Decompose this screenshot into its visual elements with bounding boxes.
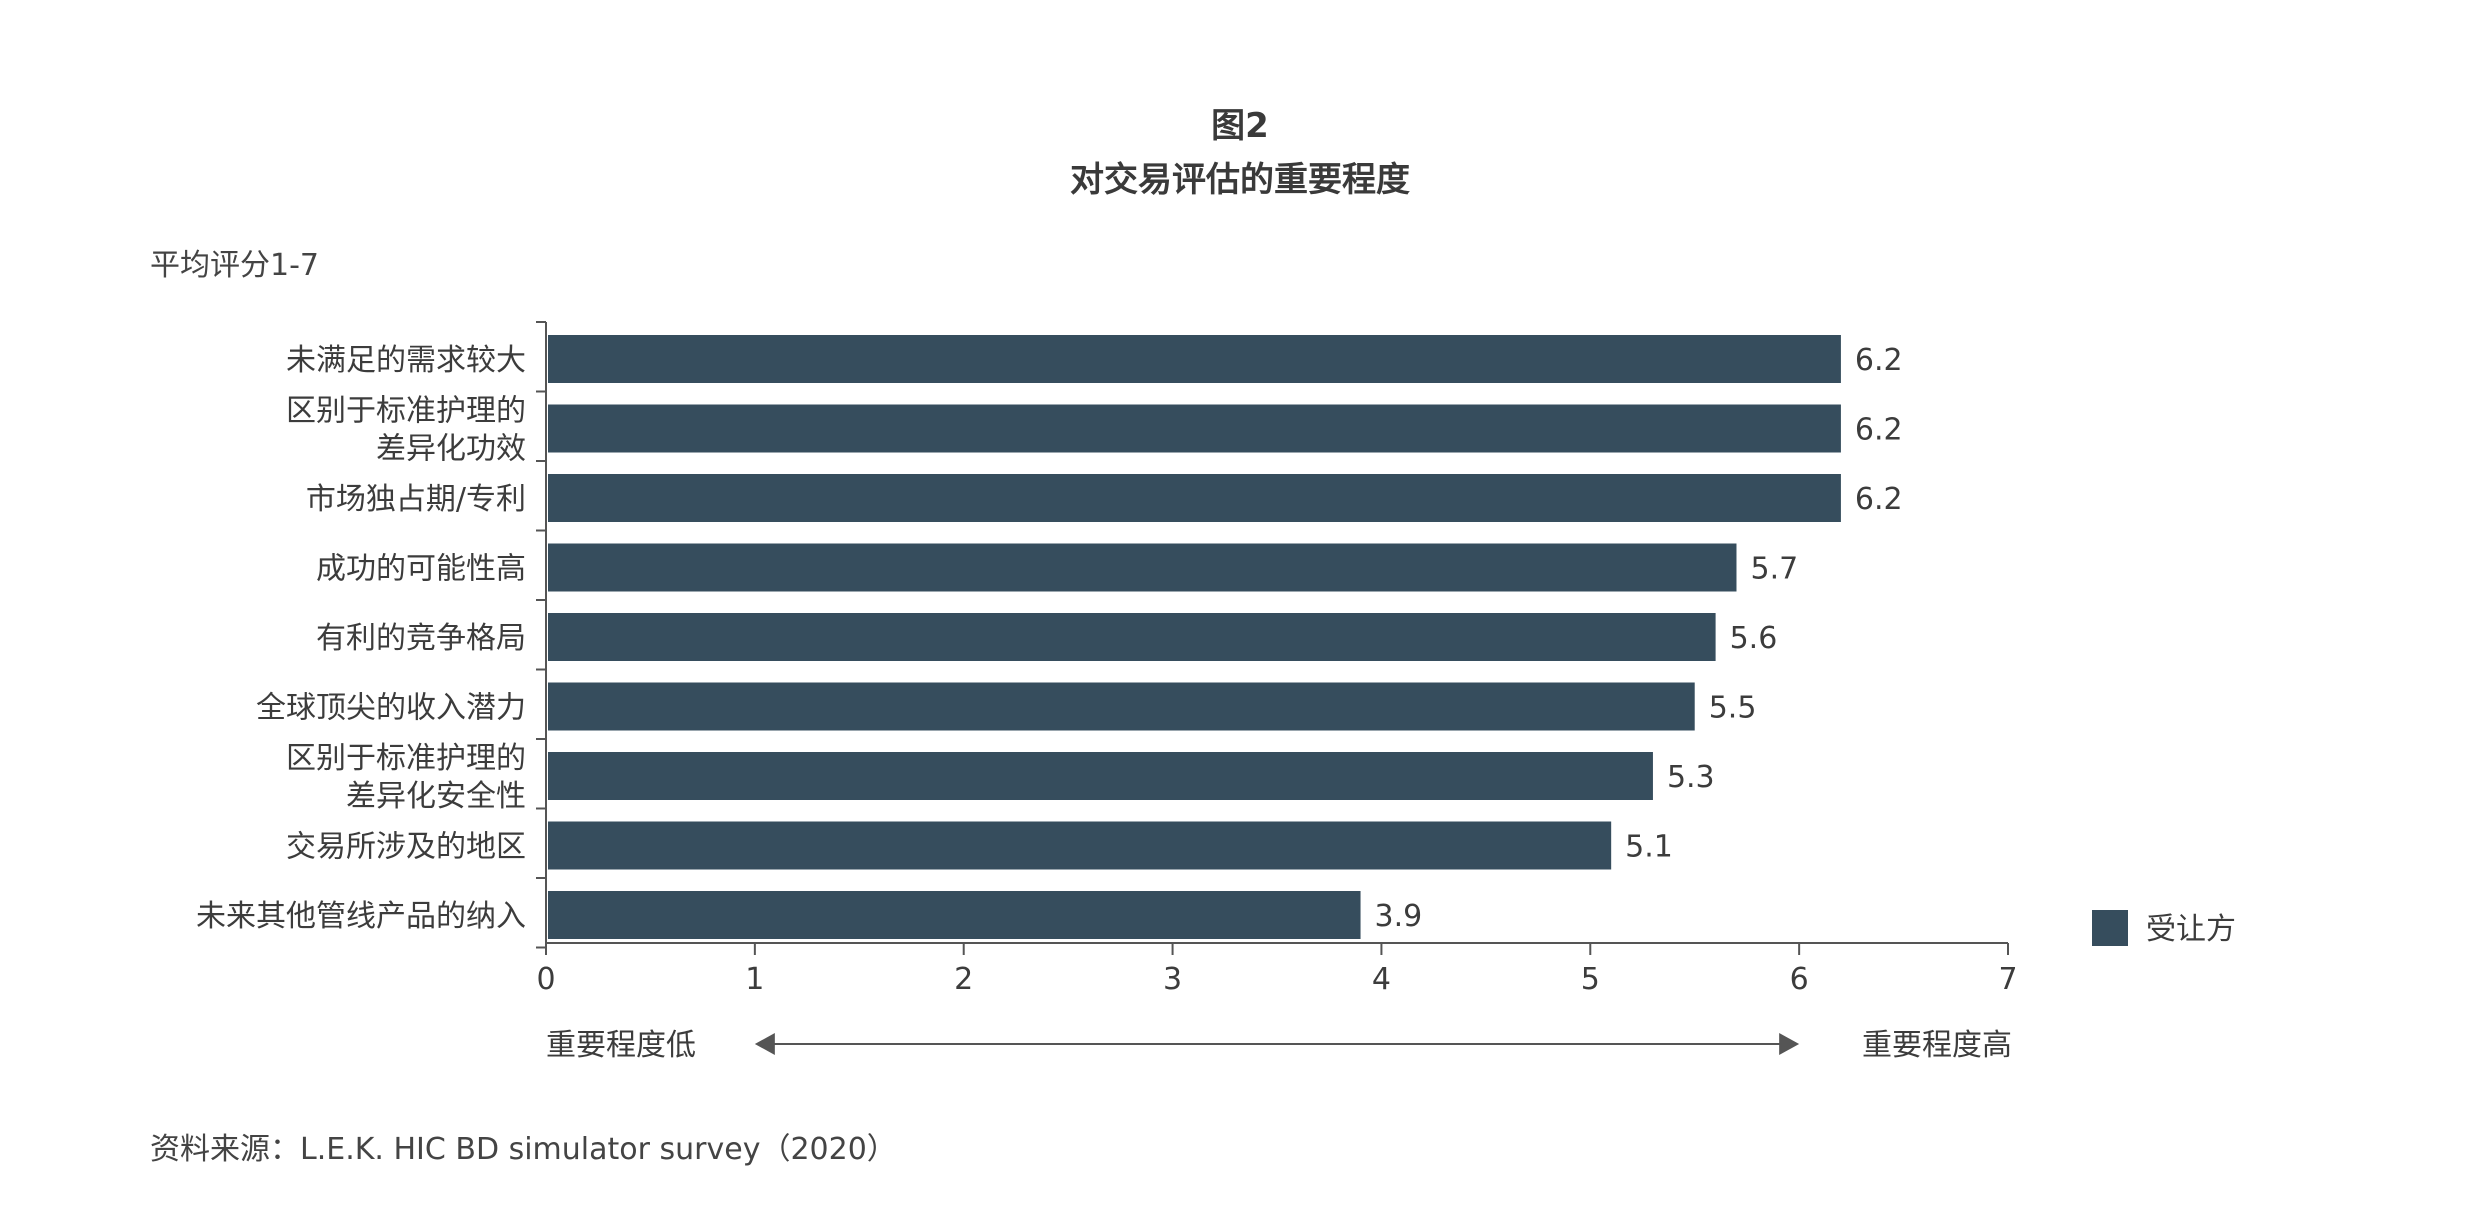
category-label: 有利的竞争格局 (316, 621, 526, 656)
category-label-line: 交易所涉及的地区 (286, 830, 526, 865)
legend-label: 受让方 (2146, 912, 2236, 947)
legend: 受让方 (2092, 910, 2236, 947)
category-label: 区别于标准护理的差异化功效 (286, 394, 526, 467)
source-note: 资料来源：L.E.K. HIC BD simulator survey（2020… (150, 1132, 897, 1167)
arrow-head-left (754, 1033, 775, 1055)
value-label: 3.9 (1375, 899, 1423, 934)
value-label: 5.1 (1625, 830, 1673, 865)
value-label: 5.7 (1750, 552, 1798, 587)
bar (548, 891, 1361, 939)
x-tick-label: 4 (1372, 962, 1391, 997)
category-label: 成功的可能性高 (316, 552, 526, 587)
bar (548, 821, 1612, 870)
x-tick-label: 1 (745, 962, 764, 997)
value-label: 5.5 (1709, 691, 1757, 726)
x-tick-label: 2 (954, 962, 973, 997)
x-tick-label: 3 (1163, 962, 1182, 997)
x-tick-label: 7 (1998, 962, 2017, 997)
value-label: 6.2 (1855, 343, 1903, 378)
category-label: 市场独占期/专利 (306, 482, 526, 517)
category-label-line: 未来其他管线产品的纳入 (196, 899, 526, 934)
category-label-line: 区别于标准护理的 (286, 394, 526, 429)
bar (548, 613, 1716, 661)
legend-swatch (2092, 910, 2128, 946)
y-unit-label: 平均评分1-7 (150, 248, 319, 283)
value-label: 5.6 (1730, 621, 1778, 656)
category-label-line: 区别于标准护理的 (286, 741, 526, 776)
importance-high-label: 重要程度高 (1862, 1028, 2012, 1063)
category-label: 区别于标准护理的差异化安全性 (286, 741, 526, 814)
category-label-line: 市场独占期/专利 (306, 482, 526, 517)
x-tick-label: 0 (536, 962, 555, 997)
category-label-line: 未满足的需求较大 (286, 343, 526, 378)
category-label: 未满足的需求较大 (286, 343, 526, 378)
category-label-line: 有利的竞争格局 (316, 621, 526, 656)
bar (548, 404, 1841, 453)
value-label: 5.3 (1667, 760, 1715, 795)
bar (548, 335, 1841, 383)
value-label: 6.2 (1855, 413, 1903, 448)
arrow-head-right (1779, 1033, 1800, 1055)
x-tick-label: 6 (1790, 962, 1809, 997)
importance-arrow: 重要程度低 重要程度高 (546, 1028, 2012, 1063)
bar (548, 752, 1653, 800)
value-labels: 6.2 6.2 6.2 5.7 5.6 5.5 5.3 5.1 3.9 (1375, 343, 1903, 934)
category-label: 全球顶尖的收入潜力 (256, 691, 526, 726)
category-label: 交易所涉及的地区 (286, 830, 526, 865)
category-label-line: 全球顶尖的收入潜力 (256, 691, 526, 726)
category-label-line: 差异化安全性 (346, 779, 526, 814)
chart-axes (536, 321, 2009, 955)
category-label-line: 差异化功效 (376, 432, 526, 467)
category-labels: 未满足的需求较大区别于标准护理的差异化功效市场独占期/专利成功的可能性高有利的竞… (196, 343, 526, 934)
bars-group (548, 335, 1841, 939)
bar (548, 474, 1841, 522)
x-tick-label: 5 (1581, 962, 1600, 997)
x-tick-labels: 0 1 2 3 4 5 6 7 (536, 962, 2017, 997)
bar (548, 682, 1695, 731)
category-label-line: 成功的可能性高 (316, 552, 526, 587)
chart-title: 对交易评估的重要程度 (1070, 160, 1410, 200)
figure-label: 图2 (1211, 106, 1269, 146)
bar (548, 543, 1737, 592)
importance-low-label: 重要程度低 (546, 1028, 696, 1063)
value-label: 6.2 (1855, 482, 1903, 517)
category-label: 未来其他管线产品的纳入 (196, 899, 526, 934)
